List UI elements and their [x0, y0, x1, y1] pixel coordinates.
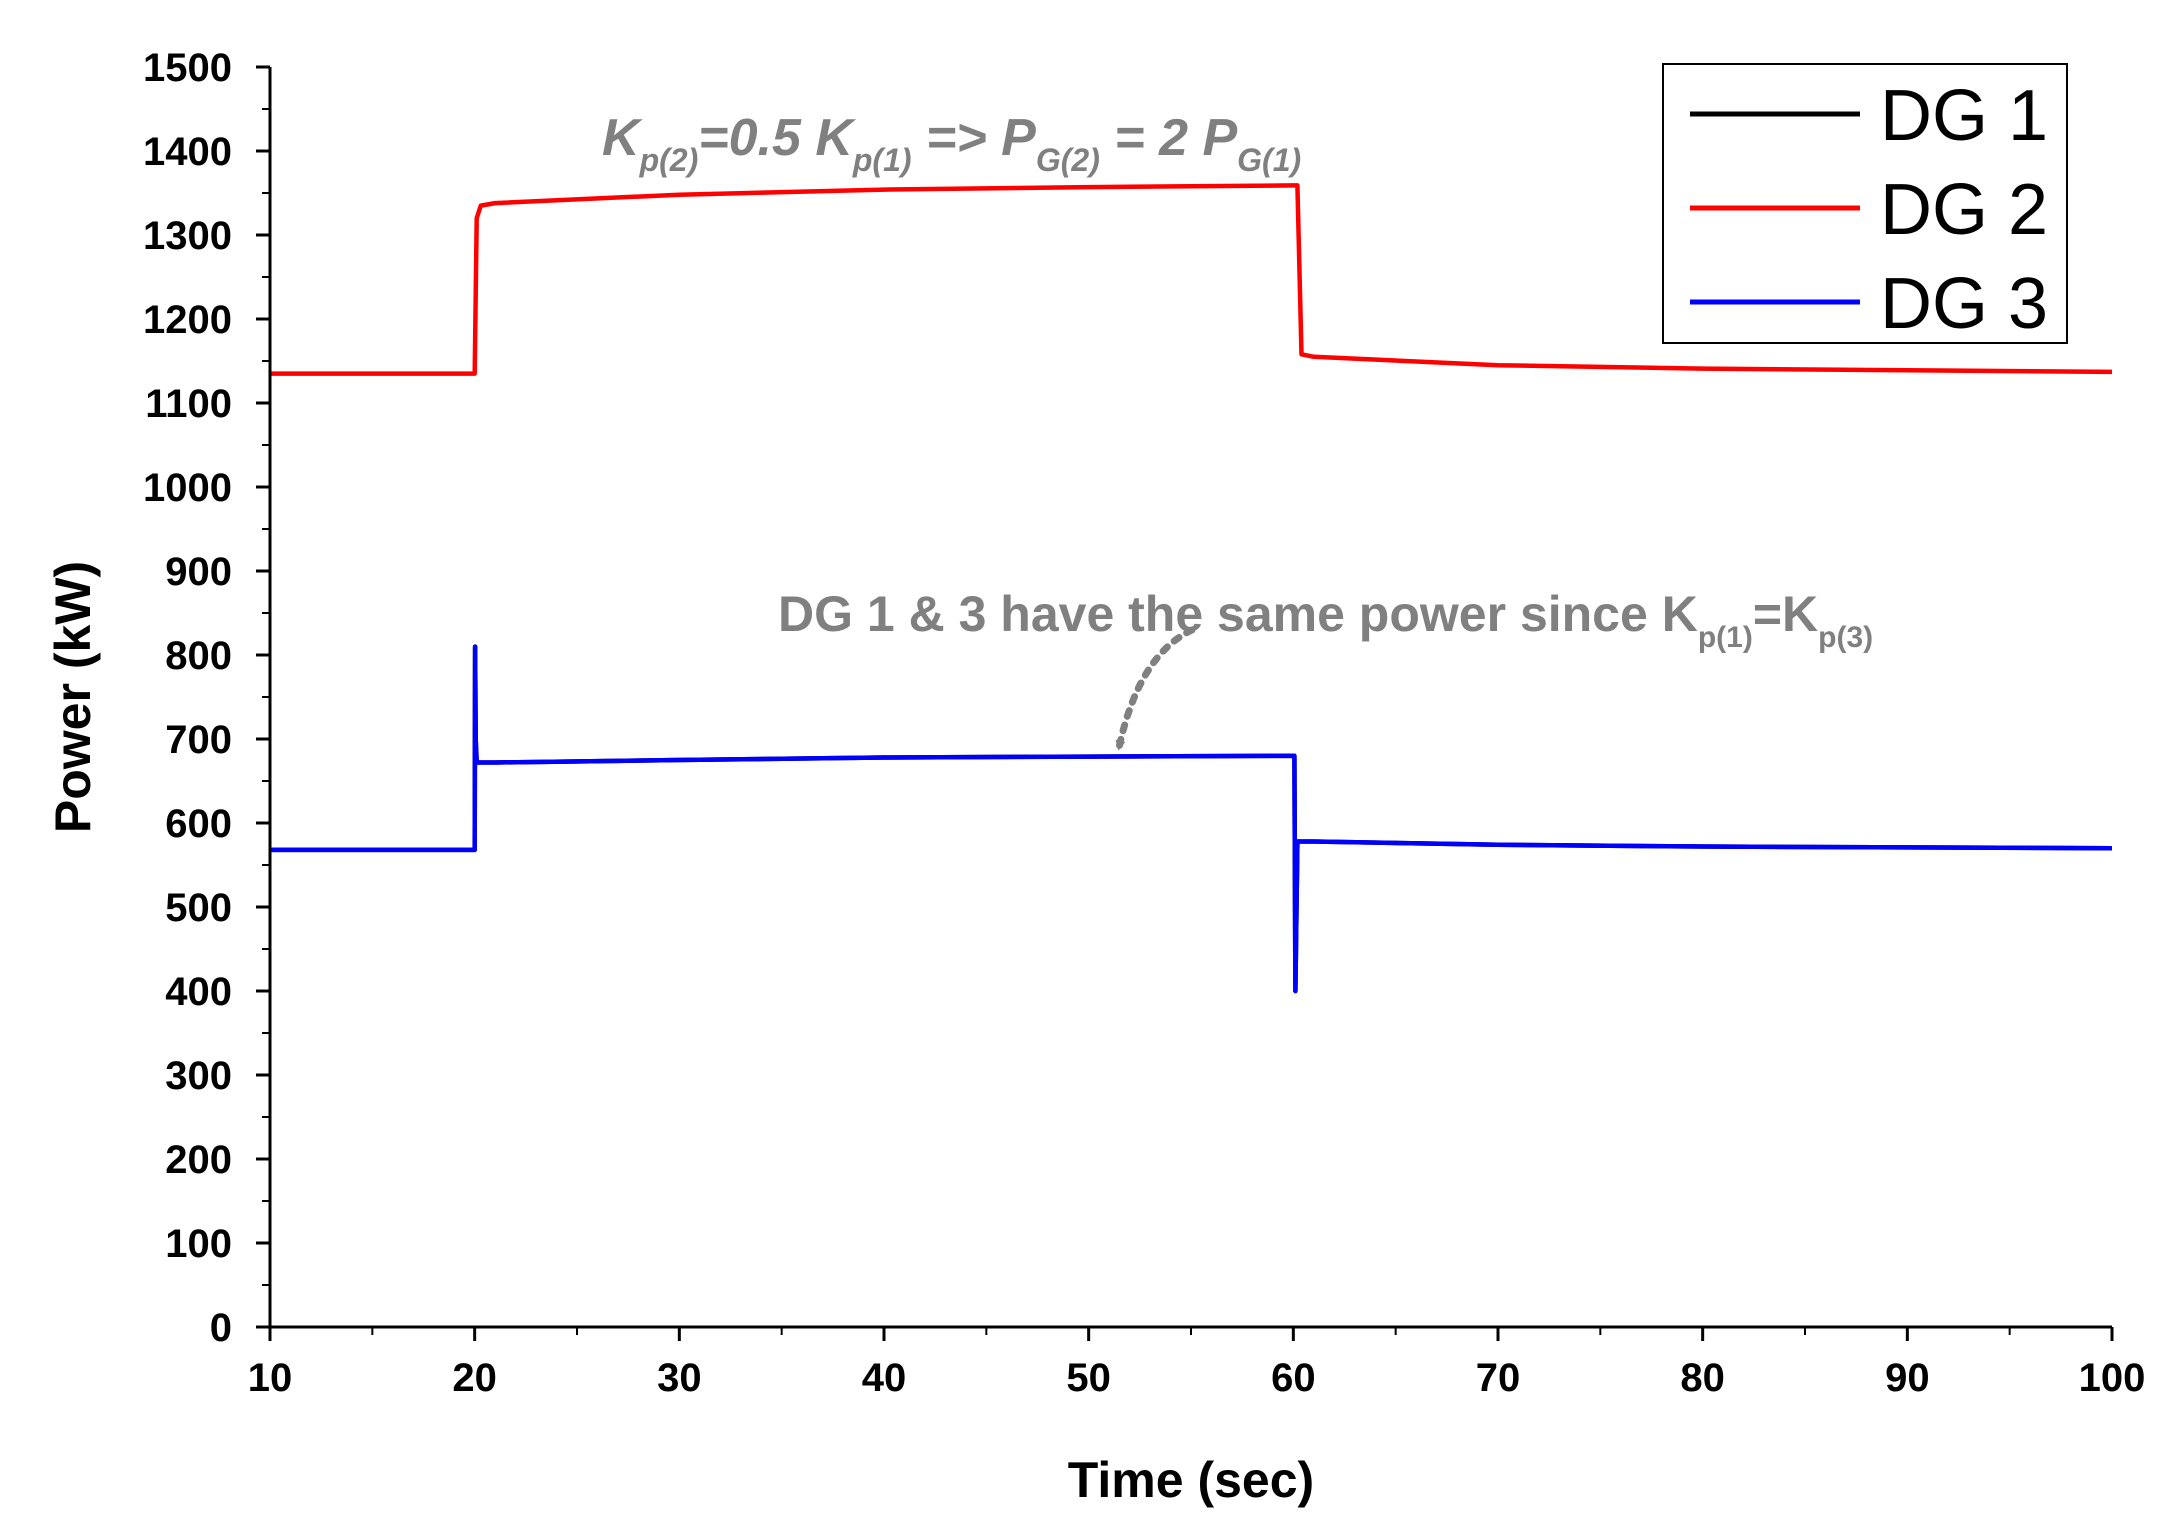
annot2-part-1: p(1) [1698, 621, 1753, 654]
annot1-part-6: = 2 P [1100, 109, 1238, 167]
y-tick-label: 1200 [143, 298, 232, 342]
y-tick-label: 1000 [143, 466, 232, 510]
y-tick-label: 500 [165, 886, 232, 930]
x-tick-label: 70 [1476, 1356, 1521, 1400]
annot2-part-2: =K [1753, 586, 1818, 642]
legend-box [1662, 63, 2068, 344]
x-tick-label: 100 [2079, 1356, 2146, 1400]
y-tick-label: 900 [165, 550, 232, 594]
series-line-dg-1 [270, 644, 2113, 994]
x-tick-label: 40 [862, 1356, 907, 1400]
annot1-part-7: G(1) [1237, 142, 1301, 178]
y-tick-label: 300 [165, 1054, 232, 1098]
annotation-arrow [1115, 626, 1196, 751]
y-tick-label: 700 [165, 718, 232, 762]
annotation-kp-ratio: Kp(2)=0.5 Kp(1) => PG(2) = 2 PG(1) [602, 109, 1301, 178]
x-tick-label: 50 [1066, 1356, 1111, 1400]
y-axis-title: Power (kW) [45, 561, 101, 833]
y-tick-label: 1500 [143, 46, 232, 90]
series-line-dg-2 [270, 183, 2113, 376]
annot1-part-2: =0.5 K [698, 109, 856, 167]
y-tick-label: 800 [165, 634, 232, 678]
x-tick-label: 80 [1680, 1356, 1725, 1400]
annot1-part-3: p(1) [852, 142, 912, 178]
x-tick-label: 60 [1271, 1356, 1316, 1400]
y-tick-label: 1400 [143, 130, 232, 174]
x-tick-label: 90 [1885, 1356, 1930, 1400]
y-tick-label: 200 [165, 1138, 232, 1182]
y-tick-label: 400 [165, 970, 232, 1014]
annot1-part-5: G(2) [1036, 142, 1100, 178]
series-line-dg-3 [270, 644, 2113, 994]
x-tick-label: 10 [248, 1356, 293, 1400]
series-layer [270, 183, 2113, 994]
annot1-part-0: K [602, 109, 643, 167]
x-tick-label: 30 [657, 1356, 702, 1400]
y-tick-label: 100 [165, 1222, 232, 1266]
ticks-layer: 10 20 30 40 50 60 70 80 90 1000100200300400500600… [143, 46, 2145, 1400]
annot2-part-0: DG 1 & 3 have the same power since K [778, 586, 1698, 642]
y-tick-label: 600 [165, 802, 232, 846]
y-tick-label: 1100 [145, 382, 232, 426]
annot1-part-1: p(2) [639, 142, 699, 178]
annot2-part-3: p(3) [1818, 621, 1873, 654]
annotation-same-power: DG 1 & 3 have the same power since Kp(1)… [778, 586, 1873, 654]
x-tick-label: 20 [452, 1356, 497, 1400]
legend-label-dg-1: DG 1 [1880, 76, 2048, 156]
legend-label-dg-3: DG 3 [1880, 264, 2048, 344]
legend-label-dg-2: DG 2 [1880, 170, 2048, 250]
y-tick-label: 0 [210, 1306, 232, 1350]
legend-items: DG 1 DG 2 DG 3 [1690, 76, 2048, 344]
x-axis-title: Time (sec) [1068, 1452, 1314, 1508]
annot1-part-4: => P [912, 109, 1037, 167]
legend: DG 1 DG 2 DG 3 [1662, 63, 2068, 344]
y-tick-label: 1300 [143, 214, 232, 258]
